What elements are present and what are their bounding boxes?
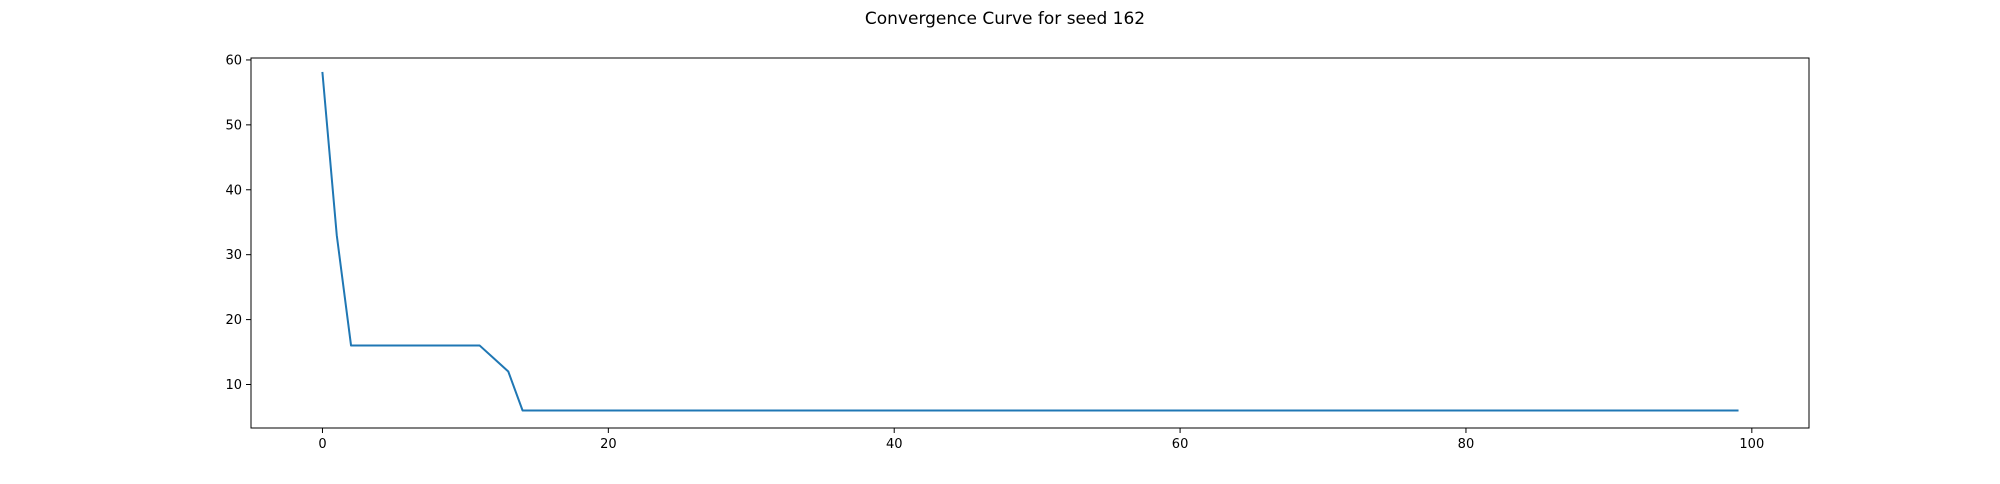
plot-frame (250, 57, 1810, 429)
chart-title: Convergence Curve for seed 162 (865, 9, 1145, 29)
x-tick-label: 80 (1458, 437, 1475, 452)
x-tick-label: 40 (886, 437, 903, 452)
x-tick-label: 60 (1172, 437, 1189, 452)
y-tick-label: 60 (225, 53, 242, 68)
y-tick-label: 30 (225, 248, 242, 263)
x-tick-label: 0 (318, 437, 326, 452)
y-tick-label: 10 (225, 378, 242, 393)
y-tick-label: 20 (225, 313, 242, 328)
x-tick-label: 20 (600, 437, 617, 452)
series-line (321, 71, 1739, 412)
y-tick-label: 40 (225, 183, 242, 198)
y-tick-label: 50 (225, 118, 242, 133)
x-tick-label: 100 (1739, 437, 1764, 452)
